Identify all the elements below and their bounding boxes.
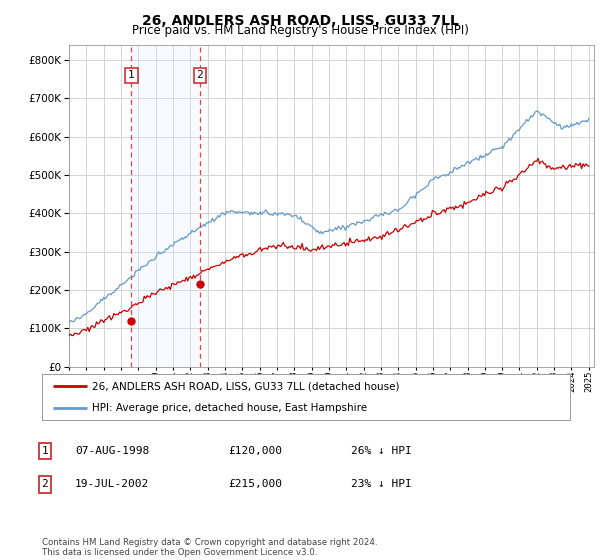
Text: 07-AUG-1998: 07-AUG-1998 bbox=[75, 446, 149, 456]
Text: HPI: Average price, detached house, East Hampshire: HPI: Average price, detached house, East… bbox=[92, 403, 367, 413]
Text: 23% ↓ HPI: 23% ↓ HPI bbox=[351, 479, 412, 489]
Text: 2: 2 bbox=[196, 71, 203, 81]
Text: 1: 1 bbox=[128, 71, 135, 81]
Text: £215,000: £215,000 bbox=[228, 479, 282, 489]
Text: Price paid vs. HM Land Registry's House Price Index (HPI): Price paid vs. HM Land Registry's House … bbox=[131, 24, 469, 37]
Text: 1: 1 bbox=[41, 446, 49, 456]
Text: 26, ANDLERS ASH ROAD, LISS, GU33 7LL: 26, ANDLERS ASH ROAD, LISS, GU33 7LL bbox=[142, 14, 458, 28]
Text: 19-JUL-2002: 19-JUL-2002 bbox=[75, 479, 149, 489]
Text: 26% ↓ HPI: 26% ↓ HPI bbox=[351, 446, 412, 456]
Bar bbox=[131, 45, 200, 367]
Text: 2: 2 bbox=[41, 479, 49, 489]
Text: 26, ANDLERS ASH ROAD, LISS, GU33 7LL (detached house): 26, ANDLERS ASH ROAD, LISS, GU33 7LL (de… bbox=[92, 381, 400, 391]
Text: Contains HM Land Registry data © Crown copyright and database right 2024.
This d: Contains HM Land Registry data © Crown c… bbox=[42, 538, 377, 557]
Text: £120,000: £120,000 bbox=[228, 446, 282, 456]
